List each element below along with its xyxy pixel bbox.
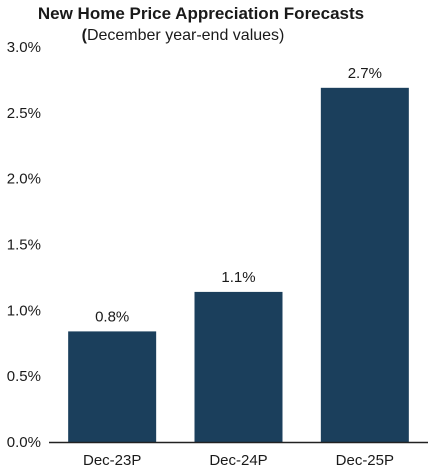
x-tick-label: Dec-24P <box>209 452 267 469</box>
bar-dec-24p <box>194 291 283 442</box>
bar-dec-25p <box>320 87 409 443</box>
chart-subtitle-text: December year-end values) <box>87 27 284 44</box>
data-label: 1.1% <box>221 269 255 286</box>
chart-subtitle-paren: ( <box>82 27 88 44</box>
x-tick-label: Dec-23P <box>83 452 141 469</box>
x-axis: Dec-23P Dec-24P Dec-25P <box>49 441 428 469</box>
y-tick-label: 1.5% <box>7 237 41 254</box>
data-label: 2.7% <box>348 65 382 82</box>
bar-dec-23p <box>68 331 157 442</box>
data-label: 0.8% <box>95 308 129 325</box>
y-tick-label: 0.5% <box>7 368 41 385</box>
x-tick-label: Dec-25P <box>336 452 394 469</box>
chart-subtitle: (December year-end values) <box>82 27 285 44</box>
y-axis: 0.0% 0.5% 1.0% 1.5% 2.0% 2.5% 3.0% <box>7 39 41 451</box>
y-tick-label: 2.5% <box>7 105 41 122</box>
chart-title: New Home Price Appreciation Forecasts <box>38 4 364 23</box>
y-tick-label: 1.0% <box>7 302 41 319</box>
y-tick-label: 0.0% <box>7 434 41 451</box>
y-tick-label: 3.0% <box>7 39 41 56</box>
bars: 0.8% 1.1% 2.7% <box>68 65 409 443</box>
y-tick-label: 2.0% <box>7 171 41 188</box>
